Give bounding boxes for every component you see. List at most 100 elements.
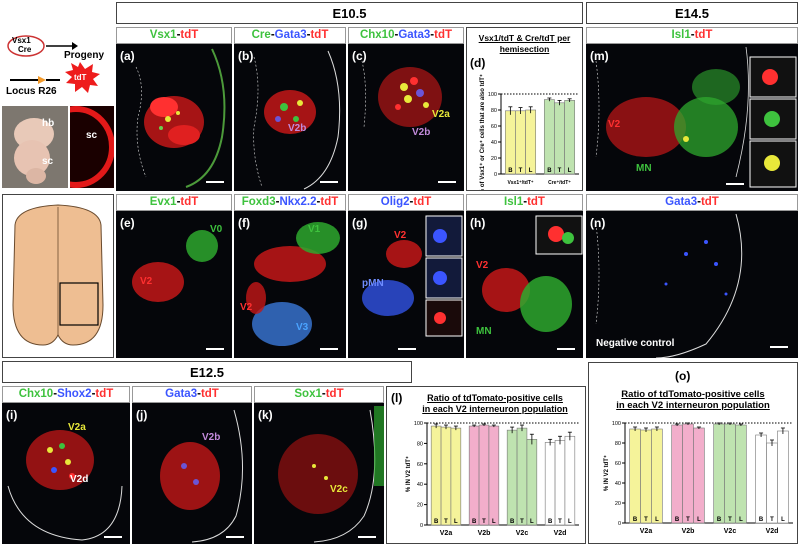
panel-h-title: Isl1-tdT bbox=[466, 194, 583, 211]
d-title5: /tdT bbox=[539, 33, 555, 43]
svg-o-bar bbox=[713, 423, 725, 524]
svg-l-bar-letter: T bbox=[520, 519, 524, 525]
svg-o-bar bbox=[724, 423, 736, 524]
svg-d-ytick-label: 60 bbox=[491, 124, 497, 130]
g-t2: - bbox=[409, 196, 414, 208]
panel-f-image bbox=[246, 222, 340, 346]
svg-o-bar bbox=[755, 434, 767, 524]
c-t3: Gata3 bbox=[398, 29, 431, 41]
panel-i-v2a: V2a bbox=[68, 422, 86, 433]
b-t5: tdT bbox=[310, 29, 329, 41]
panel-k-v2c: V2c bbox=[330, 484, 348, 495]
svg-l-ytick-label: 20 bbox=[417, 503, 423, 509]
chart-o-title: Ratio of tdTomato-positive cells in each … bbox=[589, 389, 797, 411]
panel-n-image bbox=[595, 213, 743, 358]
svg-d-bar-letter: B bbox=[547, 168, 552, 174]
panel-g-image bbox=[362, 215, 463, 337]
transgene-svg bbox=[7, 35, 100, 93]
c-t4: - bbox=[430, 29, 435, 41]
k-t3: tdT bbox=[325, 388, 344, 400]
svg-o-bar bbox=[651, 428, 663, 524]
svg-l-ylabel: % IN V2 tdT⁺ bbox=[405, 456, 412, 492]
chart-d-label: (d) bbox=[470, 56, 486, 70]
panel-a-label: (a) bbox=[120, 49, 135, 63]
i-t5: tdT bbox=[95, 388, 114, 400]
panel-m-title: Isl1-tdT bbox=[586, 27, 798, 44]
panel-h-label: (h) bbox=[470, 216, 486, 230]
svg-d-bar-letter: T bbox=[519, 168, 523, 174]
o-title2: in each V2 interneuron population bbox=[616, 400, 770, 411]
hb-label: hb bbox=[42, 118, 55, 129]
panel-a: Vsx1-tdT (a) bbox=[116, 27, 232, 191]
svg-l-ytick-label: 100 bbox=[414, 421, 423, 427]
panel-b-label: (b) bbox=[238, 49, 254, 63]
svg-d-bar bbox=[543, 99, 555, 175]
svg-l-bar bbox=[516, 427, 528, 526]
panel-m-image bbox=[595, 46, 797, 188]
panel-c-v2a: V2a bbox=[432, 109, 450, 120]
panel-j-title: Gata3-tdT bbox=[132, 386, 252, 403]
panel-m-v2: V2 bbox=[608, 119, 621, 130]
svg-o-bar-letter: L bbox=[697, 517, 701, 523]
panel-e-v0: V0 bbox=[210, 224, 223, 235]
panel-e-v2: V2 bbox=[140, 276, 153, 287]
svg-l-xlabel: V2a bbox=[440, 530, 453, 537]
panel-b-v2b: V2b bbox=[288, 123, 307, 134]
i-t4: - bbox=[91, 388, 96, 400]
d-title2: /tdT bbox=[498, 33, 515, 43]
locus-label: Locus R26 bbox=[6, 86, 57, 97]
chart-d-title: Vsx1/tdT & Cre/tdT per hemisection bbox=[467, 33, 582, 55]
svg-o-bar-letter: T bbox=[770, 517, 774, 523]
svg-d-bar-letter: B bbox=[508, 168, 513, 174]
svg-o-bar bbox=[766, 442, 778, 524]
svg-l-bar bbox=[506, 429, 518, 526]
svg-l-bar-letter: B bbox=[472, 519, 477, 525]
sc-photo: sc bbox=[70, 106, 114, 188]
panel-f-v1: V1 bbox=[308, 224, 321, 235]
o-title1: Ratio of tdTomato-positive cells bbox=[621, 389, 765, 400]
svg-l-xlabel: V2c bbox=[516, 530, 529, 537]
svg-l-bar-letter: L bbox=[492, 519, 496, 525]
svg-l-bar-letter: T bbox=[482, 519, 486, 525]
b-t1: Cre bbox=[251, 29, 271, 41]
svg-d-bar-letter: L bbox=[529, 168, 533, 174]
svg-l-bar bbox=[544, 442, 556, 526]
svg-o-xlabel: V2c bbox=[724, 528, 737, 535]
svg-l-ytick-label: 0 bbox=[420, 523, 423, 529]
m-t2: - bbox=[690, 29, 695, 41]
svg-d-ytick-label: 100 bbox=[488, 92, 497, 98]
svg-o-bar bbox=[693, 427, 705, 524]
svg-d-bar-letter: L bbox=[568, 168, 572, 174]
panel-f-title: Foxd3-Nkx2.2-tdT bbox=[234, 194, 346, 211]
panel-n-title: Gata3-tdT bbox=[586, 194, 798, 211]
panel-i-scalebar bbox=[104, 536, 122, 538]
svg-d-bar bbox=[525, 109, 537, 175]
panel-c: Chx10-Gata3-tdT (c) V2a V2b bbox=[348, 27, 464, 191]
panel-e-image bbox=[132, 230, 218, 302]
svg-o-bar-letter: L bbox=[655, 517, 659, 523]
svg-o-xlabel: V2a bbox=[640, 528, 653, 535]
svg-o-ytick-label: 80 bbox=[615, 441, 621, 447]
panel-f-label: (f) bbox=[238, 216, 250, 230]
svg-o-bar-letter: B bbox=[759, 517, 764, 523]
panel-j-v2b: V2b bbox=[202, 432, 221, 443]
panel-c-v2b: V2b bbox=[412, 127, 431, 138]
svg-o-bar-letter: B bbox=[633, 517, 638, 523]
l-title1: Ratio of tdTomato-positive cells bbox=[427, 393, 563, 403]
svg-d-bar-letter: T bbox=[558, 168, 562, 174]
d-title7: hemisection bbox=[499, 44, 550, 54]
panel-n-label: (n) bbox=[590, 216, 606, 230]
panel-g-label: (g) bbox=[352, 216, 368, 230]
i-t2: - bbox=[53, 388, 58, 400]
panel-c-scalebar bbox=[438, 181, 456, 183]
svg-o-bar-letter: T bbox=[728, 517, 732, 523]
a-t2: - bbox=[176, 29, 181, 41]
svg-l-bar bbox=[564, 435, 576, 526]
panel-c-image bbox=[361, 60, 442, 128]
chart-l-label: (l) bbox=[391, 391, 403, 405]
c-t1: Chx10 bbox=[359, 29, 395, 41]
header-e105-text: E10.5 bbox=[332, 5, 367, 21]
svg-d-xlabel: Vsx1⁺/tdT⁺ bbox=[507, 180, 533, 186]
svg-o-ytick-label: 0 bbox=[618, 521, 621, 527]
h-t2: - bbox=[523, 196, 528, 208]
